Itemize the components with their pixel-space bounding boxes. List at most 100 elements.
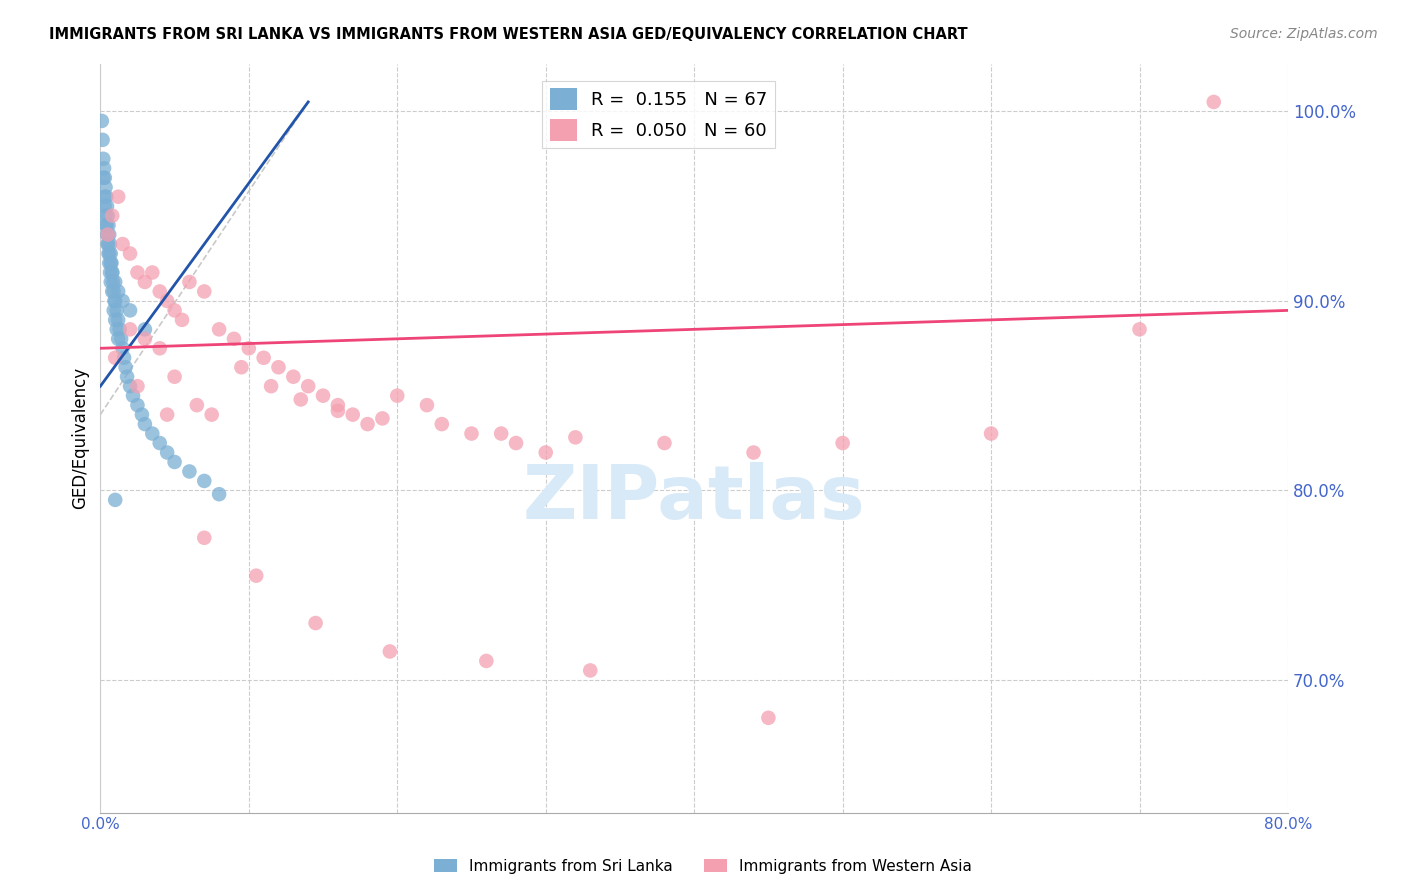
Point	[980, 426, 1002, 441]
Legend: R =  0.155   N = 67, R =  0.050   N = 60: R = 0.155 N = 67, R = 0.050 N = 60	[543, 80, 775, 148]
Point	[122, 389, 145, 403]
Point	[104, 275, 127, 289]
Point	[231, 360, 253, 375]
Point	[186, 398, 208, 412]
Point	[201, 408, 224, 422]
Point	[97, 237, 120, 252]
Point	[96, 218, 118, 232]
Point	[97, 246, 120, 260]
Text: IMMIGRANTS FROM SRI LANKA VS IMMIGRANTS FROM WESTERN ASIA GED/EQUIVALENCY CORREL: IMMIGRANTS FROM SRI LANKA VS IMMIGRANTS …	[49, 27, 967, 42]
Point	[90, 114, 112, 128]
Point	[96, 190, 118, 204]
Point	[98, 256, 121, 270]
Point	[115, 369, 138, 384]
Point	[111, 293, 134, 308]
Point	[97, 227, 120, 242]
Point	[831, 436, 853, 450]
Point	[1202, 95, 1225, 109]
Point	[342, 408, 364, 422]
Point	[304, 615, 326, 630]
Point	[98, 237, 121, 252]
Point	[758, 711, 780, 725]
Point	[118, 303, 141, 318]
Point	[97, 227, 120, 242]
Point	[103, 303, 125, 318]
Point	[104, 351, 127, 365]
Point	[1128, 322, 1150, 336]
Point	[101, 209, 124, 223]
Point	[94, 209, 117, 223]
Point	[505, 436, 527, 450]
Point	[98, 265, 121, 279]
Point	[489, 426, 512, 441]
Point	[222, 332, 245, 346]
Point	[141, 426, 163, 441]
Point	[107, 190, 129, 204]
Point	[91, 170, 114, 185]
Point	[105, 303, 128, 318]
Point	[127, 379, 149, 393]
Point	[94, 199, 117, 213]
Point	[97, 218, 120, 232]
Point	[112, 351, 135, 365]
Point	[104, 492, 127, 507]
Point	[111, 341, 134, 355]
Point	[163, 369, 186, 384]
Point	[193, 474, 215, 488]
Point	[163, 455, 186, 469]
Point	[260, 379, 283, 393]
Point	[245, 568, 267, 582]
Point	[118, 379, 141, 393]
Text: Source: ZipAtlas.com: Source: ZipAtlas.com	[1230, 27, 1378, 41]
Point	[94, 170, 117, 185]
Point	[101, 265, 124, 279]
Point	[156, 293, 179, 308]
Point	[371, 411, 394, 425]
Point	[193, 531, 215, 545]
Point	[94, 180, 117, 194]
Point	[149, 436, 172, 450]
Point	[101, 265, 124, 279]
Point	[93, 161, 115, 176]
Point	[149, 285, 172, 299]
Point	[416, 398, 439, 412]
Point	[100, 256, 122, 270]
Point	[107, 332, 129, 346]
Point	[156, 445, 179, 459]
Point	[312, 389, 335, 403]
Point	[98, 246, 121, 260]
Point	[742, 445, 765, 459]
Point	[134, 322, 156, 336]
Point	[127, 398, 149, 412]
Point	[131, 408, 153, 422]
Point	[378, 644, 401, 658]
Y-axis label: GED/Equivalency: GED/Equivalency	[72, 368, 89, 509]
Point	[105, 322, 128, 336]
Point	[475, 654, 498, 668]
Point	[193, 285, 215, 299]
Point	[98, 227, 121, 242]
Point	[238, 341, 260, 355]
Point	[134, 275, 156, 289]
Point	[283, 369, 305, 384]
Point	[97, 237, 120, 252]
Point	[108, 322, 131, 336]
Point	[114, 360, 136, 375]
Point	[326, 404, 349, 418]
Point	[100, 275, 122, 289]
Point	[100, 256, 122, 270]
Point	[149, 341, 172, 355]
Point	[297, 379, 319, 393]
Point	[356, 417, 378, 431]
Point	[534, 445, 557, 459]
Legend: Immigrants from Sri Lanka, Immigrants from Western Asia: Immigrants from Sri Lanka, Immigrants fr…	[429, 853, 977, 880]
Point	[430, 417, 453, 431]
Point	[118, 322, 141, 336]
Point	[208, 322, 231, 336]
Point	[208, 487, 231, 501]
Point	[179, 465, 201, 479]
Point	[100, 246, 122, 260]
Point	[460, 426, 482, 441]
Point	[267, 360, 290, 375]
Point	[564, 430, 586, 444]
